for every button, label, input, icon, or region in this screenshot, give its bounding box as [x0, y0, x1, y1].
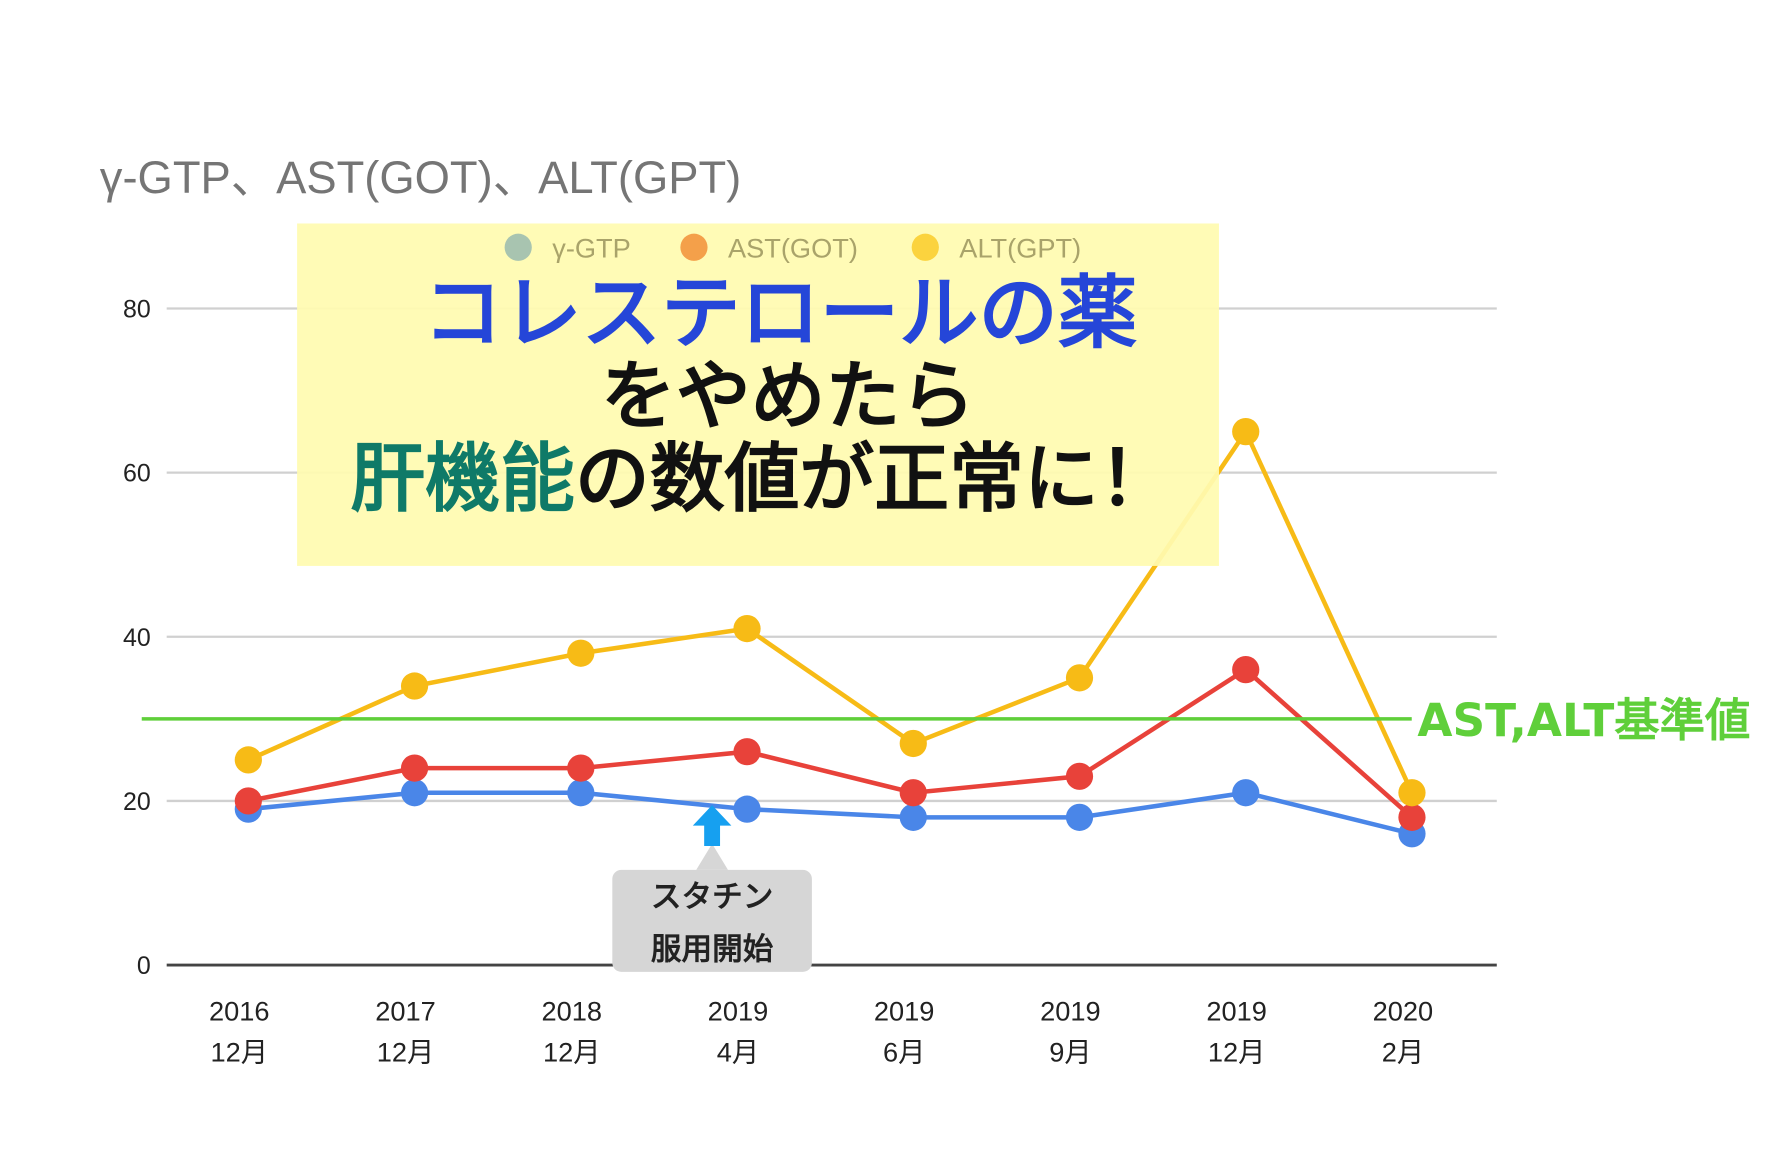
data-point — [400, 672, 429, 700]
chart-title: γ-GTP、AST(GOT)、ALT(GPT) — [100, 152, 742, 203]
x-tick-label: 2016 — [209, 996, 270, 1027]
legend-label: AST(GOT) — [728, 232, 858, 263]
legend-marker — [911, 233, 939, 261]
x-tick-label: 12月 — [1208, 1036, 1265, 1067]
series-0 — [234, 779, 1426, 848]
x-axis-ticks: 2016 12月 2017 12月 2018 12月 2019 4月 2019 6月 2019 9月 2… — [209, 996, 1433, 1068]
callout-pointer — [696, 843, 728, 870]
series-line — [247, 666, 1414, 820]
data-point — [1232, 779, 1260, 807]
data-point — [899, 803, 927, 831]
callout-text: スタチン — [651, 880, 773, 915]
series-lines — [234, 418, 1426, 848]
x-tick-label: 12月 — [377, 1036, 434, 1067]
y-tick-label: 60 — [123, 460, 151, 488]
data-point — [1232, 418, 1260, 446]
data-point — [733, 795, 761, 823]
data-point — [1065, 803, 1094, 831]
legend-label: γ-GTP — [552, 232, 631, 263]
x-tick-label: 2月 — [1382, 1036, 1424, 1067]
y-axis-ticks: 0 20 40 60 80 — [123, 296, 151, 981]
x-tick-label: 4月 — [717, 1036, 759, 1067]
data-point — [234, 746, 262, 774]
x-tick-label: 2019 — [1040, 996, 1101, 1027]
x-tick-label: 2019 — [1206, 996, 1267, 1027]
callout-box — [612, 869, 812, 972]
data-point — [400, 779, 429, 807]
data-point — [1398, 779, 1426, 807]
data-point — [1398, 803, 1426, 831]
overlay-banner — [297, 223, 1219, 566]
overlay-line3: 肝機能の数値が正常に！ — [350, 436, 1173, 523]
x-tick-label: 2020 — [1373, 996, 1434, 1027]
overlay-line3-highlight: 肝機能 — [350, 436, 575, 523]
legend-marker — [680, 233, 708, 261]
x-tick-label: 12月 — [211, 1036, 268, 1067]
x-tick-label: 2019 — [708, 996, 769, 1027]
x-tick-label: 2017 — [375, 996, 436, 1027]
x-tick-label: 6月 — [883, 1036, 925, 1067]
reference-line: AST,ALT基準値 — [141, 694, 1750, 747]
x-tick-label: 2019 — [874, 996, 935, 1027]
data-point — [1065, 664, 1094, 692]
data-point — [567, 639, 595, 667]
reference-line-label: AST,ALT基準値 — [1417, 694, 1750, 747]
y-tick-label: 40 — [123, 624, 151, 652]
series-line — [248, 790, 1413, 836]
x-tick-label: 12月 — [543, 1036, 600, 1067]
arrow-up-icon — [692, 805, 732, 847]
overlay-line1: コレステロールの薬 — [423, 266, 1137, 359]
x-tick-label: 9月 — [1049, 1036, 1091, 1067]
data-point — [234, 787, 262, 815]
y-tick-label: 80 — [123, 296, 151, 324]
data-point — [567, 779, 595, 807]
legend-marker — [504, 233, 532, 261]
y-tick-label: 20 — [123, 788, 151, 816]
data-point — [733, 738, 761, 766]
data-point — [1065, 762, 1094, 790]
legend: γ-GTP AST(GOT) ALT(GPT) — [504, 232, 1081, 263]
y-tick-label: 0 — [137, 952, 151, 980]
callout-text: 服用開始 — [651, 932, 774, 967]
series-1 — [234, 656, 1426, 831]
overlay-line3-rest: の数値が正常に！ — [575, 436, 1174, 523]
legend-label: ALT(GPT) — [959, 232, 1081, 263]
data-point — [899, 779, 927, 807]
data-point — [400, 754, 429, 782]
overlay-line2: をやめたら — [601, 353, 975, 440]
data-point — [567, 754, 595, 782]
data-point — [733, 614, 761, 643]
x-tick-label: 2018 — [541, 996, 602, 1027]
data-point — [1232, 656, 1260, 684]
data-point — [899, 729, 927, 758]
